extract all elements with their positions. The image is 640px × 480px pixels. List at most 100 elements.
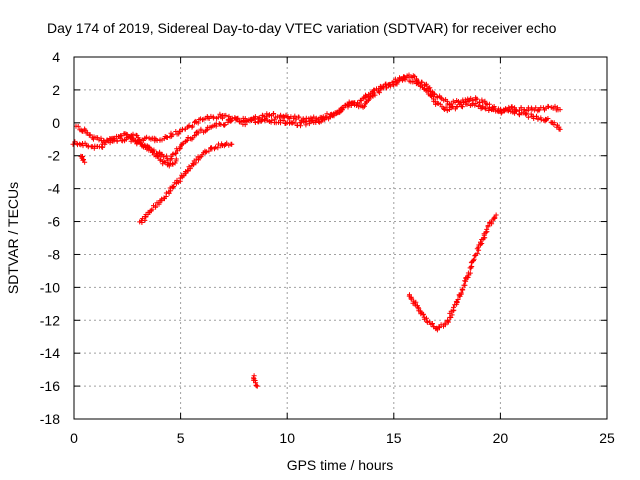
data-point xyxy=(431,91,437,97)
data-point xyxy=(546,104,551,110)
data-point xyxy=(462,278,468,284)
plot-frame xyxy=(73,56,608,420)
data-point xyxy=(449,312,455,318)
data-point xyxy=(114,138,120,144)
data-point xyxy=(198,126,204,132)
series-s2 xyxy=(73,72,563,163)
data-point xyxy=(130,131,136,137)
data-point xyxy=(223,112,229,118)
data-point xyxy=(161,154,167,160)
x-tick-label: 5 xyxy=(177,430,185,446)
data-point xyxy=(186,122,192,128)
x-tick-label: 10 xyxy=(279,430,295,446)
data-point xyxy=(222,122,228,128)
data-point xyxy=(217,111,223,117)
data-point xyxy=(535,116,541,122)
data-point xyxy=(204,149,210,155)
data-point xyxy=(459,286,465,292)
y-tick-label: -12 xyxy=(40,312,60,328)
data-point xyxy=(392,76,398,82)
data-point xyxy=(444,98,450,104)
data-point xyxy=(229,141,235,147)
data-point xyxy=(229,117,235,123)
data-point xyxy=(292,113,298,119)
x-tick-label: 20 xyxy=(493,430,509,446)
data-point xyxy=(302,118,308,124)
data-point xyxy=(451,304,456,310)
data-point xyxy=(524,111,530,117)
data-point xyxy=(228,118,234,124)
data-point xyxy=(538,117,544,123)
data-point xyxy=(192,118,198,124)
data-point xyxy=(153,203,158,209)
data-point xyxy=(324,111,330,117)
data-points xyxy=(70,72,563,389)
data-point xyxy=(514,108,519,114)
data-point xyxy=(372,92,378,98)
data-point xyxy=(526,107,532,113)
series-s5 xyxy=(137,140,235,225)
data-point xyxy=(101,138,107,144)
data-point xyxy=(458,290,464,296)
data-point xyxy=(455,297,461,302)
data-point xyxy=(376,90,382,96)
data-point xyxy=(169,156,175,162)
data-point xyxy=(482,105,488,111)
data-point xyxy=(247,117,253,123)
data-point xyxy=(383,81,389,87)
data-point xyxy=(150,148,156,154)
data-point xyxy=(170,184,176,190)
y-tick-label: -8 xyxy=(48,246,61,262)
data-point xyxy=(463,99,469,105)
data-point xyxy=(362,103,367,109)
data-point xyxy=(164,135,170,140)
data-point xyxy=(493,212,499,218)
data-point xyxy=(145,145,151,151)
data-point xyxy=(528,111,534,117)
data-point xyxy=(475,244,481,250)
data-point xyxy=(280,118,286,123)
data-point xyxy=(85,143,91,149)
data-point xyxy=(254,383,260,389)
data-point xyxy=(424,315,429,321)
data-point xyxy=(448,101,454,107)
series-s4 xyxy=(78,153,88,165)
y-tick-label: -18 xyxy=(40,411,60,427)
data-point xyxy=(437,325,442,331)
data-point xyxy=(331,111,337,117)
data-point xyxy=(426,86,432,91)
data-point xyxy=(448,315,454,320)
data-point xyxy=(82,159,88,165)
x-axis-label: GPS time / hours xyxy=(287,457,394,473)
data-point xyxy=(87,132,93,138)
x-tick-label: 25 xyxy=(599,430,615,446)
data-point xyxy=(545,116,551,121)
data-point xyxy=(177,129,183,135)
data-point xyxy=(352,102,357,108)
data-point xyxy=(474,96,480,102)
data-point xyxy=(326,114,332,120)
data-point xyxy=(85,130,91,136)
data-point xyxy=(129,135,135,141)
data-point xyxy=(356,101,362,107)
data-point xyxy=(557,126,563,132)
series-s6 xyxy=(406,212,499,333)
y-axis-label: SDTVAR / TECUs xyxy=(5,182,21,294)
data-point xyxy=(464,101,470,107)
chart-title: Day 174 of 2019, Sidereal Day-to-day VTE… xyxy=(47,20,557,36)
data-point xyxy=(146,147,152,153)
data-point xyxy=(551,120,557,126)
data-point xyxy=(509,106,515,112)
data-point xyxy=(184,138,190,143)
y-tick-label: -2 xyxy=(48,148,61,164)
data-point xyxy=(310,118,316,124)
data-point xyxy=(226,142,232,148)
data-point xyxy=(408,294,414,300)
y-tick-label: 2 xyxy=(52,82,60,98)
data-point xyxy=(341,105,347,111)
data-point xyxy=(467,270,473,276)
data-point xyxy=(204,127,210,133)
data-point xyxy=(169,161,175,167)
y-tick-label: -4 xyxy=(48,181,61,197)
